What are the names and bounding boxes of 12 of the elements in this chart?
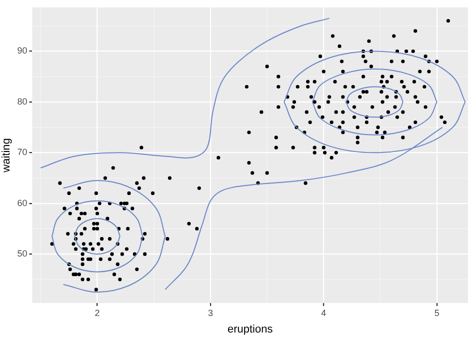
- line-series: [40, 18, 330, 168]
- y-tick-label: 70: [17, 147, 28, 158]
- y-tick-label: 60: [17, 198, 28, 208]
- y-tick-label: 50: [17, 248, 28, 259]
- y-tick-label: 90: [17, 46, 28, 56]
- x-tick-label: 3: [208, 308, 213, 318]
- x-tick-label: 2: [94, 308, 100, 318]
- x-tick-label: 4: [321, 308, 326, 318]
- x-axis-title: eruptions: [227, 323, 274, 336]
- y-axis-title: waiting: [0, 138, 13, 174]
- x-tick-label: 5: [434, 308, 440, 318]
- y-tick-label: 80: [17, 96, 28, 106]
